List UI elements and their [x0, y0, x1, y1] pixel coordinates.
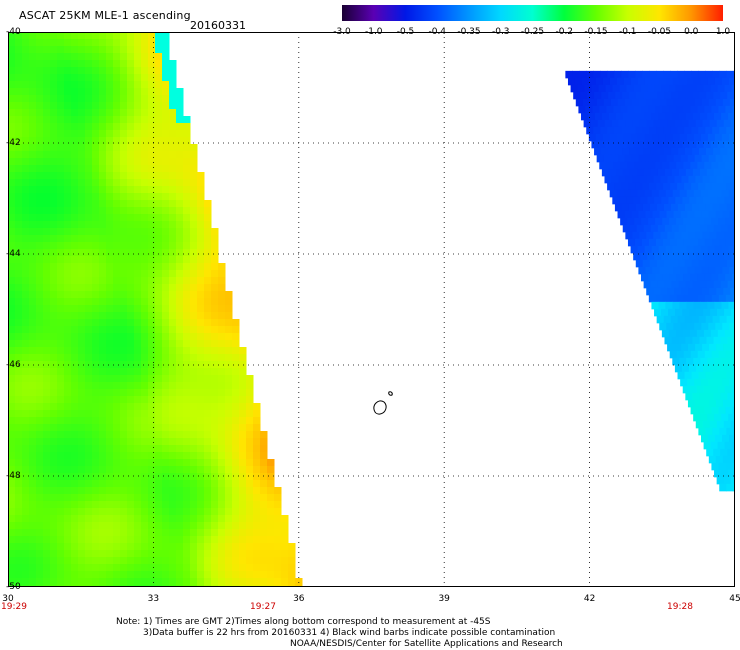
map-grid	[8, 32, 735, 587]
longitude-tick-label: 36	[293, 594, 305, 604]
colorbar-gradient	[342, 5, 723, 21]
footer-note-1: Note: 1) Times are GMT 2)Times along bot…	[116, 617, 491, 627]
longitude-tick-label: 45	[729, 594, 740, 604]
left-swath	[8, 32, 303, 587]
longitude-tick-label: 39	[438, 594, 450, 604]
latitude-tick-label: -40	[6, 27, 21, 37]
time-label-left: 19:29	[1, 602, 27, 612]
footer-note-2: 3)Data buffer is 22 hrs from 20160331 4)…	[143, 628, 556, 638]
time-label-right: 19:28	[667, 602, 693, 612]
latitude-tick-label: -42	[6, 138, 21, 148]
map-plot	[8, 32, 735, 587]
latitude-tick-label: -50	[6, 582, 21, 592]
latitude-tick-label: -46	[6, 360, 21, 370]
longitude-tick-label: 42	[583, 594, 596, 604]
latitude-tick-label: -48	[6, 471, 21, 481]
time-label-middle: 19:27	[250, 602, 276, 612]
latitude-tick-label: -44	[6, 249, 21, 259]
footer-note-3: NOAA/NESDIS/Center for Satellite Applica…	[290, 639, 563, 649]
product-date: 20160331	[190, 19, 246, 32]
island-outline	[373, 391, 393, 415]
right-swath	[565, 70, 735, 492]
product-title: ASCAT 25KM MLE-1 ascending	[19, 9, 191, 22]
longitude-tick-label: 30	[2, 594, 14, 604]
map-frame	[8, 32, 735, 587]
longitude-tick-label: 33	[147, 594, 160, 604]
colorbar	[342, 5, 723, 21]
